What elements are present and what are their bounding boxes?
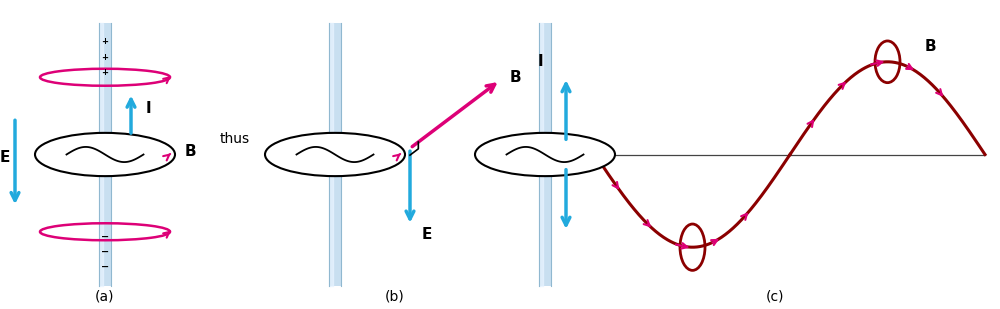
Text: E: E <box>422 227 432 242</box>
Circle shape <box>475 133 615 176</box>
Text: −: − <box>101 247 109 257</box>
Text: (a): (a) <box>95 290 115 304</box>
Text: +: + <box>102 53 108 62</box>
Text: I: I <box>537 54 543 69</box>
Circle shape <box>265 133 405 176</box>
Text: +: + <box>102 37 108 46</box>
Text: E: E <box>0 150 10 165</box>
Bar <box>539 23 551 286</box>
Text: −: − <box>101 231 109 241</box>
Circle shape <box>35 133 175 176</box>
Text: (c): (c) <box>766 290 784 304</box>
Text: (b): (b) <box>385 290 405 304</box>
Bar <box>329 23 341 286</box>
Bar <box>99 23 111 286</box>
Text: B: B <box>185 144 197 159</box>
Text: thus: thus <box>220 132 250 146</box>
Text: −: − <box>101 262 109 272</box>
Text: I: I <box>146 101 152 116</box>
Text: B: B <box>510 70 522 85</box>
Text: B: B <box>925 39 937 54</box>
Text: +: + <box>102 68 108 77</box>
